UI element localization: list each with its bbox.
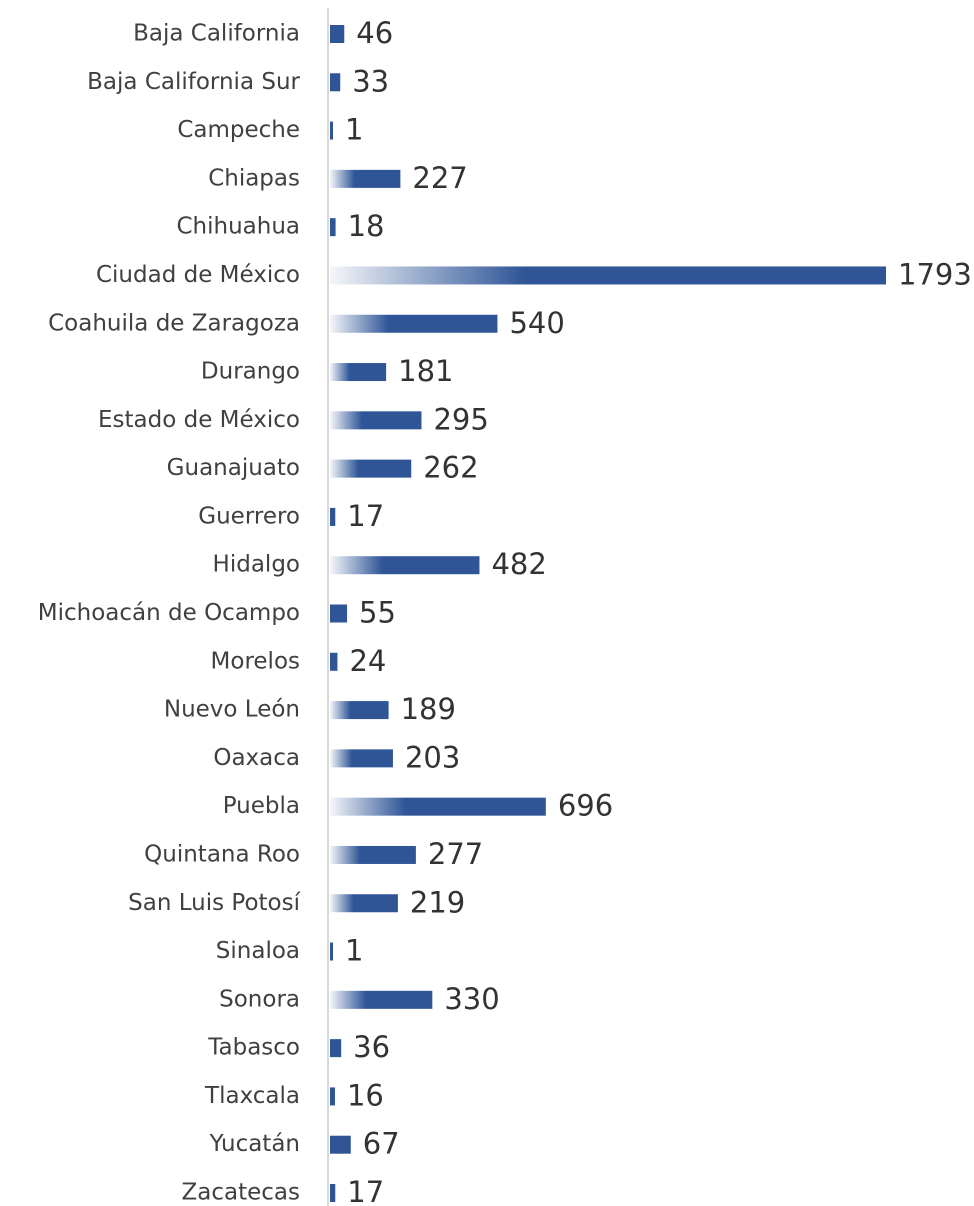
- bar: [330, 507, 336, 526]
- bar: [330, 845, 416, 864]
- category-label: Campeche: [177, 117, 300, 143]
- value-label: 1793: [898, 257, 972, 291]
- value-label: 36: [353, 1030, 390, 1064]
- value-label: 189: [401, 692, 456, 726]
- category-label: Chiapas: [208, 165, 300, 191]
- category-label: Estado de México: [98, 407, 300, 433]
- category-label: Durango: [201, 359, 300, 385]
- category-label: Quintana Roo: [144, 841, 300, 867]
- bar: [330, 797, 546, 816]
- value-label: 277: [428, 837, 483, 871]
- bar: [330, 1087, 335, 1106]
- value-label: 227: [412, 161, 467, 195]
- bar: [330, 1184, 336, 1202]
- bar: [330, 25, 345, 43]
- bar: [330, 121, 333, 140]
- value-label: 203: [405, 740, 460, 774]
- bar: [330, 604, 348, 623]
- value-label: 67: [363, 1127, 400, 1161]
- category-label: Zacatecas: [182, 1180, 300, 1206]
- value-label: 1: [345, 934, 363, 968]
- bar: [330, 556, 480, 575]
- bar: [330, 73, 341, 92]
- value-label: 295: [433, 402, 488, 436]
- bar: [330, 266, 886, 285]
- category-label: Yucatán: [209, 1131, 300, 1157]
- value-label: 55: [359, 596, 396, 630]
- category-label: Baja California: [133, 21, 300, 47]
- value-label: 18: [348, 209, 385, 243]
- bar: [330, 1039, 342, 1058]
- value-label: 16: [347, 1078, 384, 1112]
- value-label: 330: [444, 982, 499, 1016]
- value-label: 482: [491, 547, 546, 581]
- value-label: 33: [352, 64, 389, 98]
- category-label: Sonora: [219, 986, 300, 1012]
- category-label: Hidalgo: [213, 552, 300, 578]
- bar: [330, 701, 389, 720]
- bar: [330, 942, 333, 961]
- bar: [330, 218, 336, 237]
- category-label: Guanajuato: [167, 455, 300, 481]
- bar: [330, 990, 433, 1009]
- value-label: 17: [347, 499, 384, 533]
- category-label: Nuevo León: [164, 697, 300, 723]
- category-label: Ciudad de México: [96, 262, 300, 288]
- value-label: 262: [423, 451, 478, 485]
- value-label: 540: [509, 306, 564, 340]
- category-label: Coahuila de Zaragoza: [48, 310, 300, 336]
- category-label: San Luis Potosí: [128, 890, 300, 916]
- category-label: Guerrero: [198, 503, 300, 529]
- category-label: Puebla: [223, 793, 300, 819]
- category-label: Oaxaca: [213, 745, 300, 771]
- bar: [330, 459, 412, 478]
- category-label: Morelos: [211, 648, 300, 674]
- bar: [330, 894, 398, 913]
- category-label: Sinaloa: [216, 938, 300, 964]
- category-label: Chihuahua: [176, 214, 300, 240]
- bar: [330, 749, 393, 768]
- value-label: 1: [345, 113, 363, 147]
- bar: [330, 652, 338, 671]
- category-label: Michoacán de Ocampo: [38, 600, 300, 626]
- value-label: 17: [347, 1175, 384, 1206]
- bar: [330, 411, 422, 430]
- bar: [330, 1135, 351, 1154]
- value-label: 181: [398, 354, 453, 388]
- category-label: Baja California Sur: [87, 69, 300, 95]
- value-label: 46: [356, 16, 393, 50]
- bar: [330, 363, 387, 382]
- value-label: 696: [558, 789, 613, 823]
- bar: [330, 169, 401, 188]
- value-label: 24: [349, 644, 386, 678]
- value-label: 219: [410, 885, 465, 919]
- bar: [330, 314, 498, 333]
- category-label: Tabasco: [207, 1035, 300, 1061]
- category-label: Tlaxcala: [204, 1083, 300, 1109]
